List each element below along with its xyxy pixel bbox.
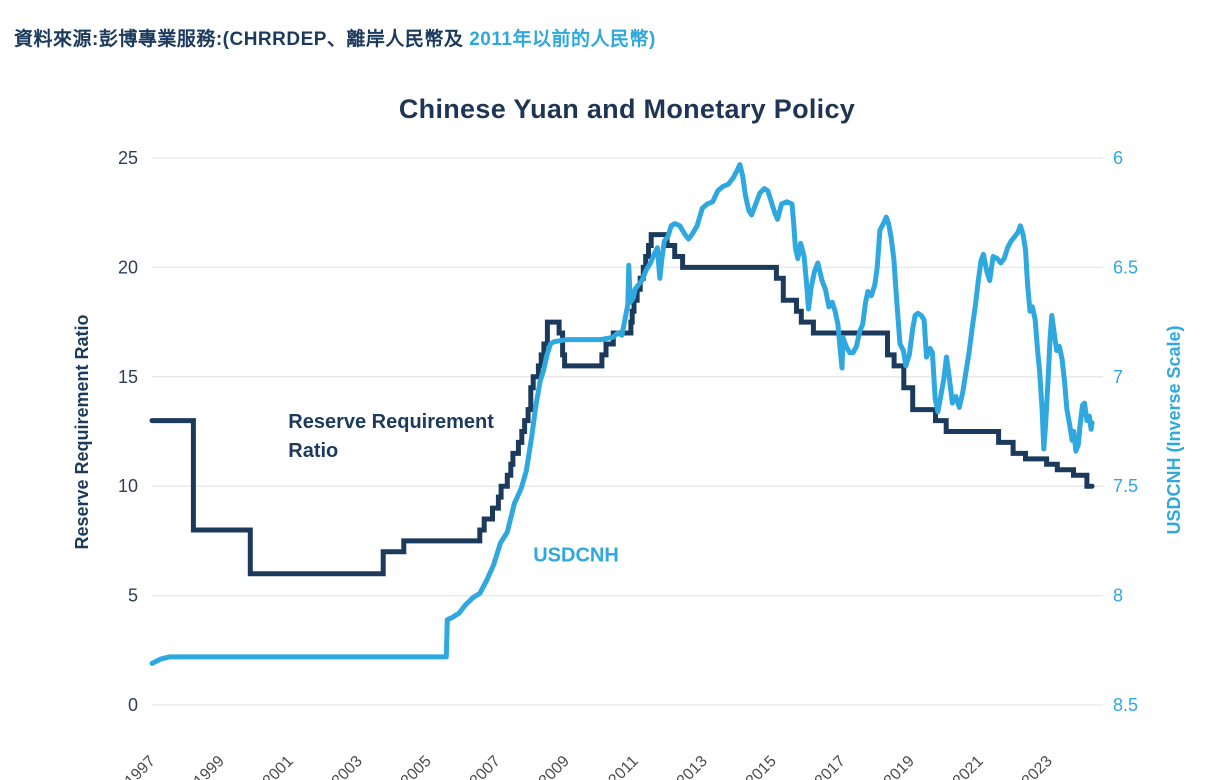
source-attribution: 資料來源:彭博專業服務:(CHRRDEP、離岸人民幣及 2011年以前的人民幣) [14, 24, 656, 51]
left-axis-tick-label: 5 [128, 586, 138, 606]
x-axis-tick-label: 2005 [398, 753, 435, 780]
x-axis-tick-label: 2011 [605, 753, 641, 780]
left-axis-tick-label: 20 [118, 257, 138, 277]
left-axis-tick-label: 0 [128, 695, 138, 715]
right-axis-title: USDCNH (Inverse Scale) [1164, 325, 1184, 534]
x-axis-tick-label: 1999 [191, 753, 228, 780]
x-axis-tick-label: 2003 [329, 753, 366, 780]
right-axis-tick-label: 6 [1113, 148, 1123, 168]
x-axis-tick-label: 2013 [674, 753, 711, 780]
usdcnh-line [149, 162, 1095, 666]
x-axis-tick-label: 1997 [122, 753, 159, 780]
source-text-navy: 資料來源:彭博專業服務:(CHRRDEP、離岸人民幣及 [14, 29, 470, 50]
left-axis-tick-label: 15 [118, 367, 138, 387]
series-annotation: Ratio [288, 440, 338, 462]
reserve-requirement-ratio-line [149, 232, 1095, 577]
right-axis-tick-label: 7 [1113, 367, 1123, 387]
x-axis-tick-label: 2007 [467, 753, 504, 780]
x-axis-tick-label: 2019 [881, 753, 918, 780]
x-axis-tick-label: 2015 [743, 753, 780, 780]
x-axis-tick-label: 2021 [950, 753, 987, 780]
source-text-highlight: 2011年以前的人民幣) [469, 29, 656, 50]
left-axis-tick-label: 10 [118, 476, 138, 496]
right-axis-tick-label: 7.5 [1113, 476, 1138, 496]
x-axis-tick-label: 2017 [812, 753, 849, 780]
x-axis-tick-label: 2009 [536, 753, 573, 780]
series-annotation: Reserve Requirement [288, 411, 494, 433]
x-axis-tick-label: 2001 [260, 753, 297, 780]
right-axis-tick-label: 8 [1113, 586, 1123, 606]
right-axis-tick-label: 8.5 [1113, 695, 1138, 715]
left-axis-title: Reserve Requirement Ratio [72, 314, 92, 549]
series-annotation: USDCNH [533, 545, 619, 567]
chart-title: Chinese Yuan and Monetary Policy [398, 94, 856, 124]
left-axis-tick-label: 25 [118, 148, 138, 168]
x-axis-tick-label: 2023 [1019, 753, 1056, 780]
right-axis-tick-label: 6.5 [1113, 257, 1138, 277]
